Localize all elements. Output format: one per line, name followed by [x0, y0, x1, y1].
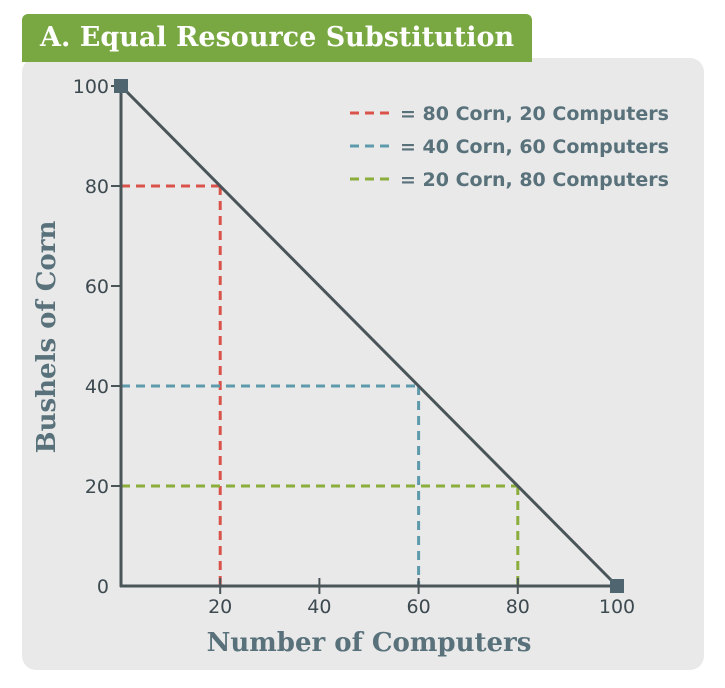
x-tick-label-1: 40: [307, 596, 331, 618]
y-tick-label-0: 0: [97, 576, 109, 598]
legend-label-2: = 20 Corn, 80 Computers: [400, 169, 669, 191]
frontier-line: [119, 84, 619, 588]
y-tick-label-3: 60: [85, 276, 109, 298]
y-tick-label-5: 100: [73, 76, 109, 98]
y-axis-title: Bushels of Corn: [32, 221, 62, 454]
x-tick-label-0: 20: [208, 596, 232, 618]
frontier-endpoint-0: [114, 79, 128, 93]
y-tick-label-2: 40: [85, 376, 109, 398]
x-tick-label-4: 100: [599, 596, 635, 618]
chart-title: A. Equal Resource Substitution: [22, 14, 533, 62]
legend-label-0: = 80 Corn, 20 Computers: [400, 103, 669, 125]
x-tick-label-3: 80: [506, 596, 530, 618]
y-tick-label-1: 20: [85, 476, 109, 498]
y-tick-label-4: 80: [85, 176, 109, 198]
chart-panel: [22, 58, 704, 670]
x-axis-title: Number of Computers: [207, 628, 532, 658]
frontier-endpoint-1: [610, 579, 624, 593]
legend-label-1: = 40 Corn, 60 Computers: [400, 136, 669, 158]
x-tick-label-2: 60: [407, 596, 431, 618]
